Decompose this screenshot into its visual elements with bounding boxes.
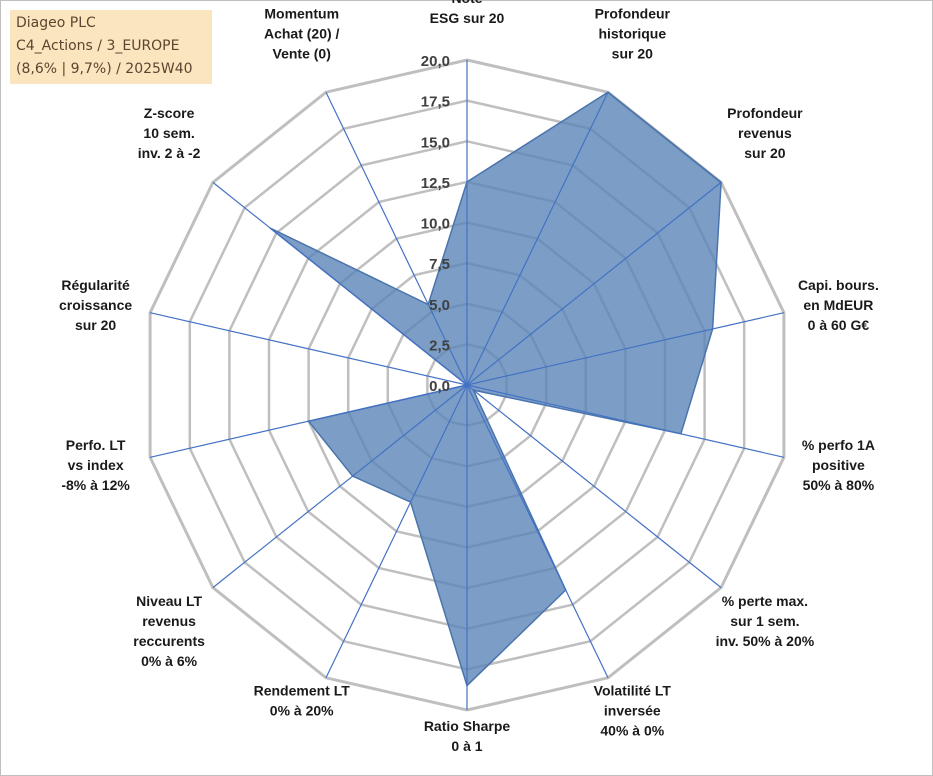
axis-label-line: sur 20 bbox=[75, 317, 116, 333]
axis-label-line: revenus bbox=[738, 125, 792, 141]
axis-label-line: Momentum bbox=[264, 6, 339, 22]
axis-label-line: Rendement LT bbox=[254, 682, 351, 698]
axis-label-line: positive bbox=[812, 457, 865, 473]
axis-spoke bbox=[212, 384, 468, 589]
axis-label-line: croissance bbox=[59, 297, 132, 313]
axis-spoke bbox=[149, 384, 468, 458]
tick-label-layer: 0,0 2,5 5,0 7,5 10,0 12,5 15,0 17,5 20,0 bbox=[421, 53, 450, 395]
axis-label-line: Z-score bbox=[144, 105, 195, 121]
tick-label: 10,0 bbox=[421, 216, 450, 233]
tick-label: 12,5 bbox=[421, 175, 450, 192]
axis-label: Profondeur revenus sur 20 bbox=[727, 105, 803, 161]
axis-label: Momentum Achat (20) / Vente (0) bbox=[264, 6, 340, 62]
axis-label-line: sur 1 sem. bbox=[730, 613, 799, 629]
axis-label-layer: Note ESG sur 20 Profondeur historique sur 20… bbox=[59, 0, 879, 754]
axis-label-line: 0% à 20% bbox=[270, 702, 334, 718]
axis-label-line: Profondeur bbox=[595, 6, 671, 22]
axis-label: Capi. bours. en MdEUR 0 à 60 G€ bbox=[798, 277, 879, 333]
axis-label-line: Vente (0) bbox=[273, 46, 331, 62]
axis-spoke bbox=[325, 384, 468, 679]
tick-label: 5,0 bbox=[429, 297, 450, 314]
axis-label-line: Volatilité LT bbox=[594, 682, 672, 698]
axis-label-line: sur 20 bbox=[612, 46, 653, 62]
axis-label-line: ESG sur 20 bbox=[430, 10, 505, 26]
tick-label: 2,5 bbox=[429, 337, 450, 354]
axis-label-line: 40% à 0% bbox=[600, 722, 664, 738]
axis-label: Profondeur historique sur 20 bbox=[595, 6, 671, 62]
axis-label-line: inv. 2 à -2 bbox=[138, 145, 201, 161]
info-period: (8,6% | 9,7%) / 2025W40 bbox=[16, 61, 193, 77]
axis-label: Note ESG sur 20 bbox=[430, 0, 505, 26]
axis-label-line: 0% à 6% bbox=[141, 653, 198, 669]
axis-label-line: Niveau LT bbox=[136, 593, 202, 609]
axis-label-line: en MdEUR bbox=[803, 297, 873, 313]
axis-label: % perfo 1A positive 50% à 80% bbox=[802, 437, 875, 493]
axis-label: Z-score 10 sem. inv. 2 à -2 bbox=[138, 105, 201, 161]
info-box: Diageo PLC C4_Actions / 3_EUROPE (8,6% |… bbox=[10, 10, 212, 84]
axis-label: Niveau LT revenus reccurents 0% à 6% bbox=[133, 593, 205, 669]
axis-spoke bbox=[466, 181, 722, 386]
axis-label-line: vs index bbox=[68, 457, 124, 473]
axis-label-line: Ratio Sharpe bbox=[424, 718, 511, 734]
tick-label: 15,0 bbox=[421, 134, 450, 151]
axis-label-line: -8% à 12% bbox=[61, 477, 130, 493]
axis-label: % perte max. sur 1 sem. inv. 50% à 20% bbox=[716, 593, 815, 649]
axis-label-line: Note bbox=[451, 0, 482, 6]
axis-label-line: 0 à 1 bbox=[451, 738, 482, 754]
axis-label-line: reccurents bbox=[133, 633, 205, 649]
axis-label: Volatilité LT inversée 40% à 0% bbox=[594, 682, 672, 738]
axis-label-line: Régularité bbox=[61, 277, 130, 293]
series-area bbox=[269, 91, 722, 687]
axis-layer bbox=[149, 60, 785, 710]
axis-label-line: 10 sem. bbox=[143, 125, 194, 141]
tick-label: 20,0 bbox=[421, 53, 450, 70]
axis-label-line: revenus bbox=[142, 613, 196, 629]
axis-label: Perfo. LT vs index -8% à 12% bbox=[61, 437, 130, 493]
tick-label: 7,5 bbox=[429, 256, 450, 273]
axis-spoke bbox=[466, 91, 609, 386]
axis-spoke bbox=[466, 312, 785, 386]
axis-label: Rendement LT 0% à 20% bbox=[254, 682, 351, 718]
tick-label: 0,0 bbox=[429, 378, 450, 395]
axis-spoke bbox=[149, 312, 468, 386]
axis-label-line: Perfo. LT bbox=[66, 437, 126, 453]
axis-label: Ratio Sharpe 0 à 1 bbox=[424, 718, 511, 754]
info-company: Diageo PLC bbox=[16, 15, 96, 31]
axis-label-line: Capi. bours. bbox=[798, 277, 879, 293]
axis-label-line: inv. 50% à 20% bbox=[716, 633, 815, 649]
axis-label-line: inversée bbox=[604, 702, 661, 718]
series-layer bbox=[269, 91, 722, 687]
axis-label-line: historique bbox=[598, 26, 666, 42]
axis-spoke bbox=[325, 91, 468, 386]
axis-spoke bbox=[466, 384, 722, 589]
axis-label-line: 0 à 60 G€ bbox=[808, 317, 870, 333]
axis-spoke bbox=[212, 181, 468, 386]
tick-label: 17,5 bbox=[421, 94, 450, 111]
axis-label-line: Profondeur bbox=[727, 105, 803, 121]
axis-label-line: sur 20 bbox=[744, 145, 785, 161]
axis-label-line: Achat (20) / bbox=[264, 26, 340, 42]
axis-spoke bbox=[466, 384, 785, 458]
axis-label: Régularité croissance sur 20 bbox=[59, 277, 132, 333]
axis-label-line: 50% à 80% bbox=[803, 477, 875, 493]
axis-label-line: % perte max. bbox=[722, 593, 808, 609]
axis-label-line: % perfo 1A bbox=[802, 437, 875, 453]
axis-spoke bbox=[466, 384, 609, 679]
info-category: C4_Actions / 3_EUROPE bbox=[16, 38, 180, 54]
